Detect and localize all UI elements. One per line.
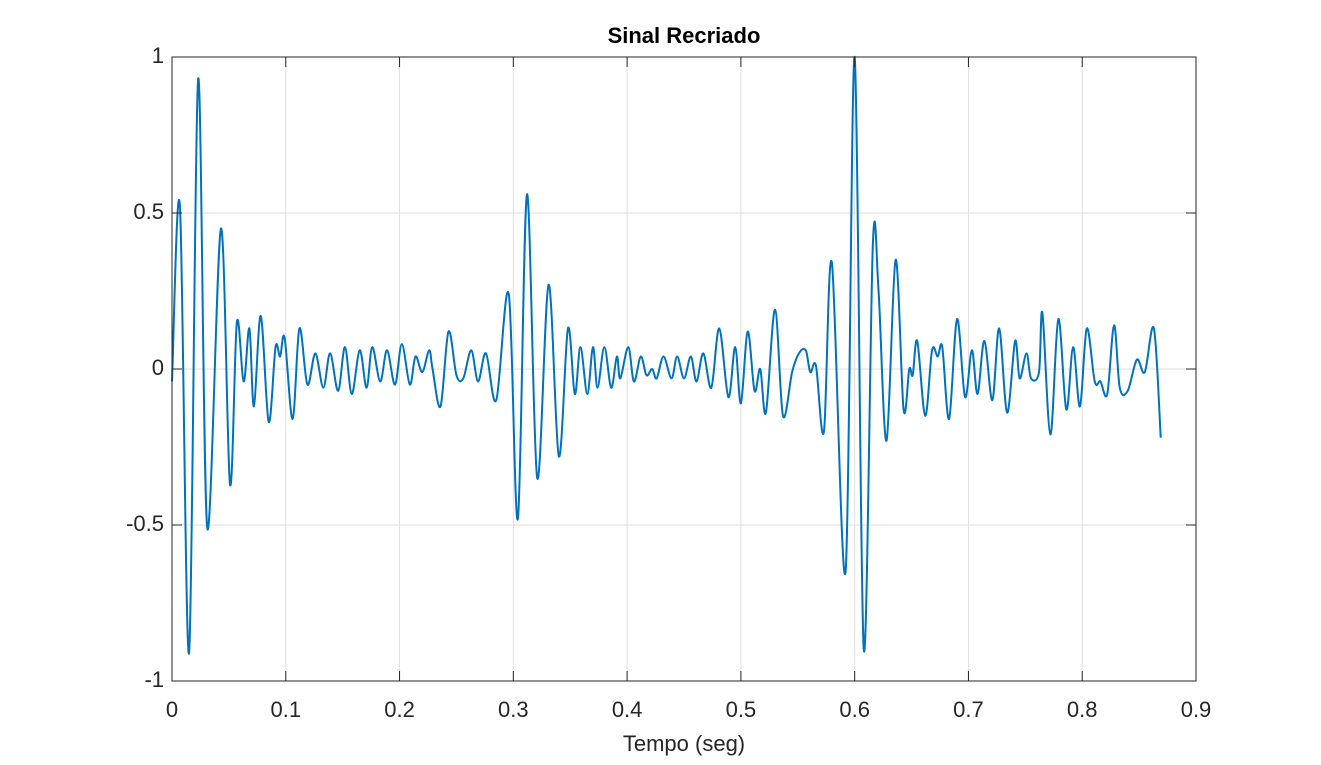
x-tick-label: 0.6 [839,697,870,722]
y-tick-label: 0 [152,355,164,380]
x-tick-label: 0.3 [498,697,529,722]
line-series [171,55,1162,655]
plot-area [171,55,1162,655]
x-tick-label: 0.7 [953,697,984,722]
chart-title: Sinal Recriado [608,23,761,48]
x-tick-label: 0.1 [270,697,301,722]
y-tick-label: -1 [144,667,164,692]
x-tick-label: 0 [166,697,178,722]
y-tick-label: 1 [152,43,164,68]
x-axis-label: Tempo (seg) [623,731,745,756]
x-tick-label: 0.5 [726,697,757,722]
y-tick-label: 0.5 [133,199,164,224]
grid [171,56,1197,682]
x-tick-label: 0.4 [612,697,643,722]
x-tick-label: 0.8 [1067,697,1098,722]
x-tick-label: 0.9 [1181,697,1212,722]
x-tick-label: 0.2 [384,697,415,722]
y-tick-label: -0.5 [126,511,164,536]
